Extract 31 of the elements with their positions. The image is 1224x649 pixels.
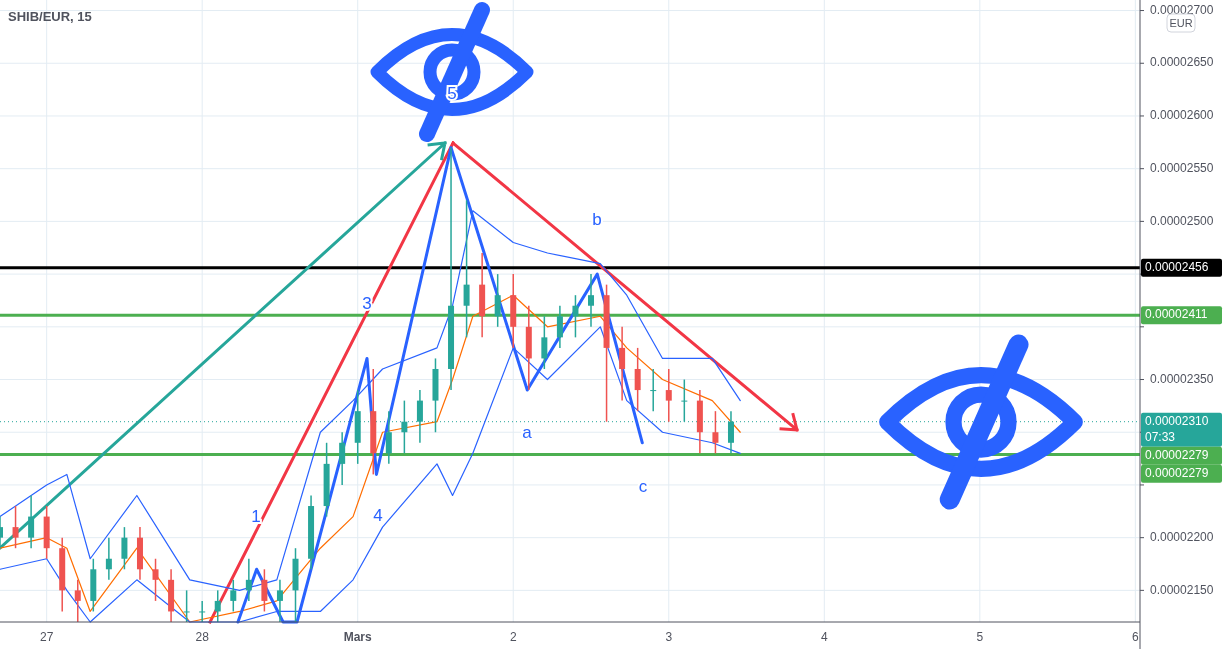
ref-line-label: 0.00002411	[1145, 307, 1208, 322]
y-tick-label: 0.00002700	[1150, 2, 1214, 17]
text: EUR	[1169, 16, 1193, 29]
annotation: c	[638, 477, 648, 497]
y-tick-label: 0.00002150	[1150, 582, 1214, 597]
y-tick-label: 0.00002550	[1150, 160, 1214, 175]
y-tick-label: 0.00002200	[1150, 529, 1214, 544]
x-tick-label: 5	[976, 630, 984, 644]
text: 0.00002279	[1145, 465, 1209, 480]
y-tick-label: 0.00002650	[1150, 55, 1214, 70]
ref-line-label: 0.00002310	[1145, 413, 1209, 428]
annotation: 5	[447, 84, 457, 104]
text: SHIB/EUR, 15	[8, 9, 92, 24]
x-tick-label: 3	[665, 630, 673, 644]
annotation: 3	[362, 294, 372, 314]
annotation: b	[592, 210, 602, 230]
annotation: 1	[251, 507, 261, 527]
x-tick-label: 6	[1132, 630, 1140, 644]
annotation: 4	[373, 506, 383, 526]
ref-line-label: 0.00002279	[1145, 447, 1209, 462]
y-tick-label: 0.00002600	[1150, 108, 1214, 123]
annotation: a	[522, 423, 533, 443]
x-tick-label: 2	[509, 630, 517, 644]
text: 07:33	[1145, 429, 1176, 444]
x-tick-label: 28	[195, 630, 210, 644]
x-tick-label: 27	[39, 630, 54, 644]
y-tick-label: 0.00002500	[1150, 213, 1214, 228]
x-tick-label: Mars	[343, 630, 373, 644]
y-tick-label: 0.00002350	[1150, 371, 1214, 386]
x-tick-label: 4	[820, 630, 828, 644]
ref-line-label: 0.00002456	[1145, 259, 1209, 274]
